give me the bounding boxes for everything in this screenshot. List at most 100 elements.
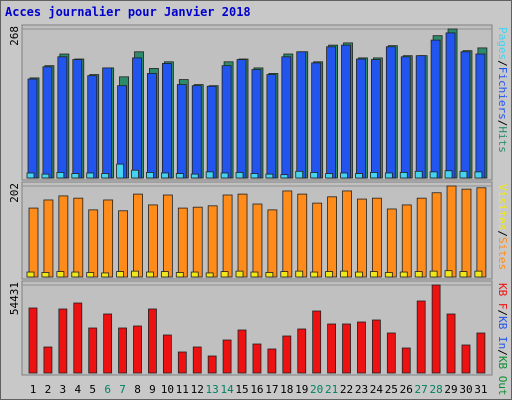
bar [237,193,248,278]
x-tick-label: 11 [176,383,189,396]
bar [369,172,378,179]
bar [207,205,218,278]
legend-separator: / [496,60,509,67]
bar [414,271,423,278]
bar [370,59,381,179]
bar [310,172,319,179]
bar [236,59,247,179]
bar [327,323,337,374]
bar [56,172,65,179]
bar [265,173,274,179]
bar [252,203,263,278]
bar [310,271,319,278]
x-tick-label: 1 [30,383,37,396]
bar [116,271,124,278]
bar [311,62,322,179]
bar [26,271,35,278]
bar [327,196,338,278]
y-tick-label: 268 [8,26,21,46]
bar [429,270,438,278]
legend-separator: / [496,230,509,237]
legend: Pages/Fichiers/Hits [496,27,509,153]
legend-entry: Hits [496,126,509,153]
x-tick-label: 23 [355,383,368,396]
bar [267,348,277,374]
bar [162,194,173,278]
bar [357,198,367,278]
legend-entry: KB F [496,283,509,310]
bar [357,321,366,374]
bar [342,190,352,278]
bar [399,172,408,179]
x-tick-label: 7 [119,383,126,396]
y-tick-label: 54431 [8,282,21,315]
legend-separator: / [496,349,509,356]
bar [281,56,292,179]
x-tick-label: 26 [400,383,413,396]
bar [102,67,113,179]
bar [385,46,396,179]
x-tick-label: 22 [340,383,353,396]
bar [460,51,471,179]
bar [160,271,169,278]
bar [235,270,244,278]
bar [297,328,307,374]
legend-entry: Sites [496,237,509,270]
bar [266,74,277,179]
bar [220,271,229,278]
x-tick-label: 9 [149,383,156,396]
bar [118,210,128,278]
bar [429,171,438,179]
bar [474,270,483,278]
bar [86,272,95,278]
bar [461,344,471,374]
bar [295,170,304,179]
bar [42,66,53,179]
bar [325,173,334,179]
legend: KB F/KB In/KB Out [496,283,509,396]
bar [43,199,54,278]
bar [476,332,486,374]
bar [476,187,487,278]
bar [207,355,217,374]
bar [148,308,157,374]
x-tick-label: 6 [104,383,111,396]
bar [297,193,308,278]
bar [222,339,232,374]
x-tick-label: 18 [280,383,293,396]
x-tick-label: 27 [415,383,428,396]
bar [146,172,154,179]
bar [192,206,203,278]
bar [101,272,110,278]
x-tick-label: 4 [74,383,81,396]
bar [459,271,468,278]
bar [431,192,442,278]
bar [446,185,457,278]
x-tick-label: 19 [295,383,308,396]
bar [148,204,158,278]
x-tick-label: 12 [191,383,204,396]
x-tick-label: 25 [385,383,398,396]
legend: Visites/Sites [496,184,509,270]
bar [161,63,172,179]
bar [325,271,334,278]
bar [132,57,142,179]
bar [160,172,169,179]
bar [282,335,292,374]
bar [146,271,154,278]
bar [56,271,65,278]
bar [475,53,486,179]
bar [401,204,412,278]
bar [386,332,396,374]
bar [444,270,453,278]
bar [371,197,382,278]
bar [192,346,202,374]
x-tick-label: 16 [250,383,263,396]
bar [251,69,262,179]
bar [341,44,351,179]
x-tick-label: 20 [310,383,323,396]
bar [177,351,187,374]
bar [220,172,229,179]
bar [190,173,199,179]
